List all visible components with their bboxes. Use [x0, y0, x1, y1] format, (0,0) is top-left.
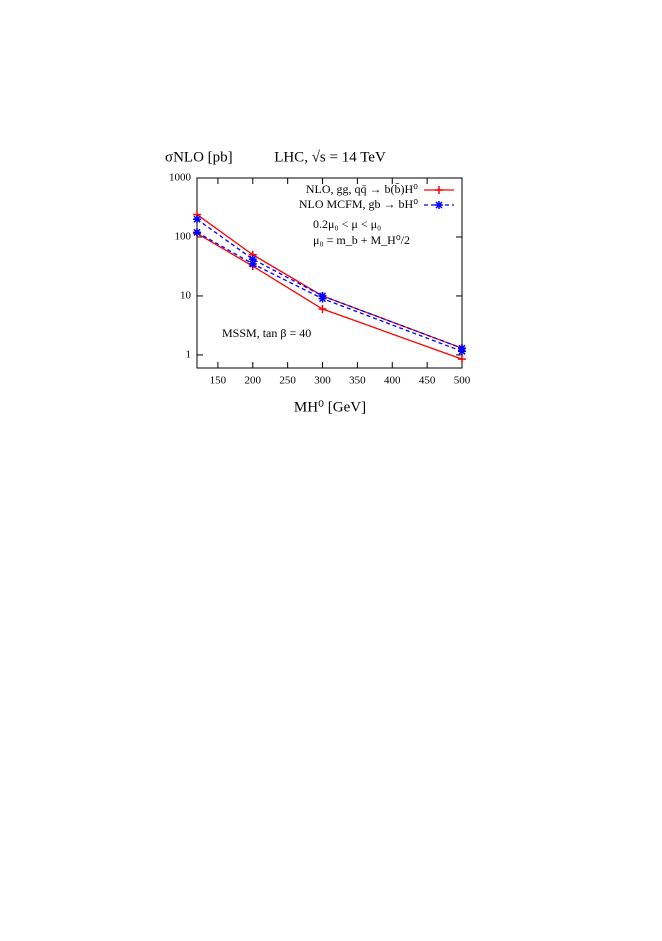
- band-edge: [196, 214, 463, 349]
- x-tick-label: 150: [210, 375, 227, 387]
- legend-marker: [435, 186, 443, 194]
- x-tick-label: 450: [419, 375, 436, 387]
- y-axis-label: σNLO [pb]: [165, 149, 233, 165]
- band-edge: [196, 218, 463, 349]
- y-tick-label: 10: [180, 289, 192, 301]
- y-tick-label: 100: [175, 231, 192, 243]
- y-tick-label: 1000: [169, 172, 192, 184]
- legend-marker: [435, 201, 443, 209]
- annotation: 0.2μ₀ < μ < μ₀: [313, 217, 381, 231]
- band-edge: [196, 232, 463, 360]
- annotation: μ₀ = m_b + M_H⁰/2: [313, 233, 410, 247]
- marker: [318, 294, 327, 303]
- x-tick-label: 400: [384, 375, 401, 387]
- marker: [193, 215, 201, 224]
- y-tick-label: 1: [186, 348, 192, 360]
- marker: [193, 228, 201, 237]
- x-axis-label: MH⁰ [GeV]: [294, 399, 366, 415]
- x-tick-label: 300: [314, 375, 331, 387]
- x-tick-label: 250: [279, 375, 296, 387]
- chart-title: LHC, √s = 14 TeV: [274, 149, 386, 165]
- x-tick-label: 200: [245, 375, 262, 387]
- marker: [458, 355, 466, 364]
- legend-label: NLO, gg, qq̄ → b(b̄)H⁰: [306, 182, 418, 196]
- marker: [318, 305, 327, 314]
- x-tick-label: 500: [454, 375, 471, 387]
- legend-label: NLO MCFM, gb → bH⁰: [299, 197, 418, 211]
- x-tick-label: 350: [349, 375, 366, 387]
- plot-frame: [196, 177, 463, 369]
- annotation: MSSM, tan β = 40: [222, 326, 311, 340]
- marker: [458, 347, 466, 356]
- marker: [248, 259, 257, 268]
